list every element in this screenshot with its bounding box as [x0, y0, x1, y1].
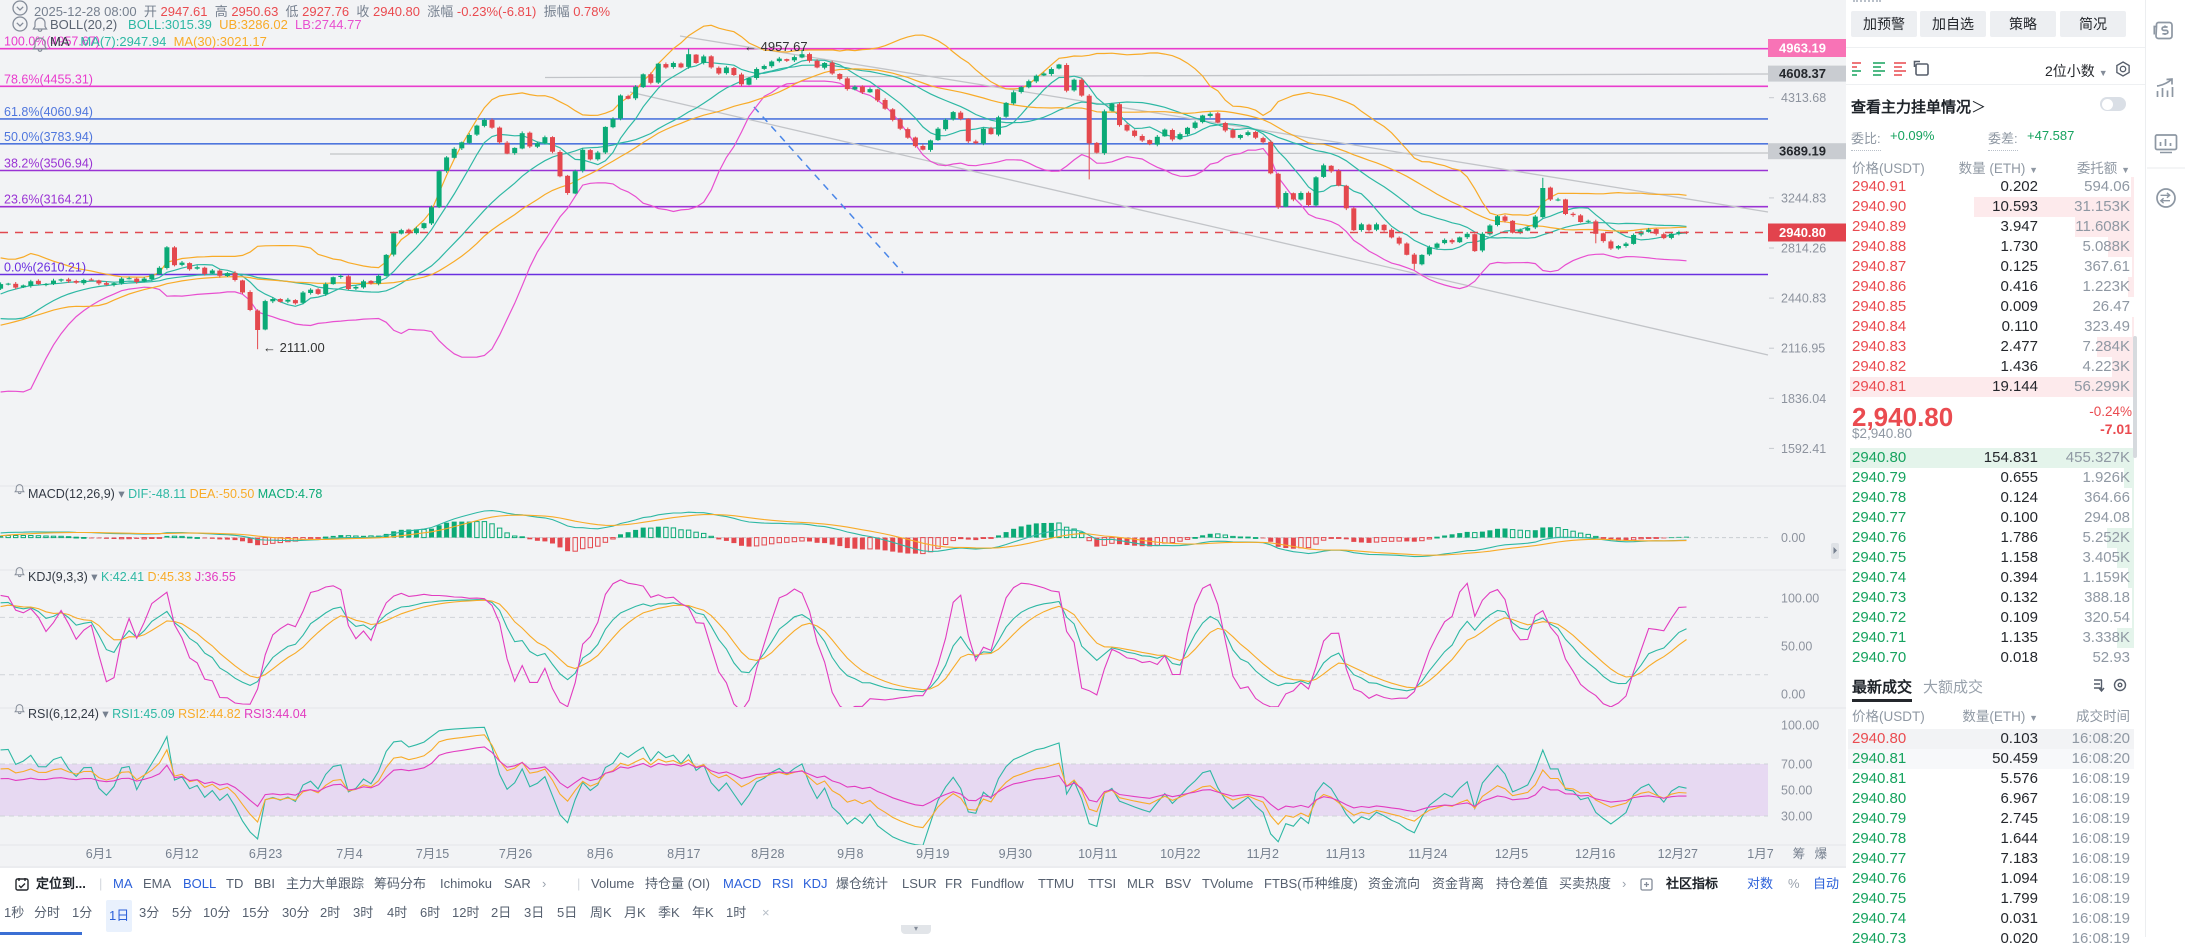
svg-text:4313.68: 4313.68: [1781, 91, 1826, 105]
svg-text:← 2111.00: ← 2111.00: [263, 340, 325, 355]
svg-text:7月15: 7月15: [416, 847, 449, 861]
svg-text:7月26: 7月26: [499, 847, 532, 861]
svg-text:9月8: 9月8: [837, 847, 863, 861]
svg-text:筹: 筹: [1793, 846, 1806, 861]
svg-text:11月2: 11月2: [1247, 847, 1279, 861]
svg-text:2940.80: 2940.80: [1779, 225, 1826, 240]
svg-text:100.00: 100.00: [1781, 592, 1819, 606]
svg-text:8月28: 8月28: [751, 847, 784, 861]
svg-text:10月11: 10月11: [1078, 847, 1117, 861]
svg-text:8月6: 8月6: [587, 847, 613, 861]
svg-text:RSI(6,12,24) ▾ RSI1:45.09 R: RSI(6,12,24) ▾ RSI1:45.09 RSI2:44.82 RSI…: [28, 707, 307, 721]
svg-text:100.0%(4957.67): 100.0%(4957.67): [4, 35, 100, 49]
svg-text:12月5: 12月5: [1495, 847, 1528, 861]
svg-text:100.00: 100.00: [1781, 719, 1819, 733]
svg-text:12月27: 12月27: [1658, 847, 1698, 861]
svg-text:1592.41: 1592.41: [1781, 442, 1826, 456]
svg-text:2814.26: 2814.26: [1781, 242, 1826, 256]
svg-text:6月23: 6月23: [249, 847, 282, 861]
svg-text:78.6%(4455.31): 78.6%(4455.31): [4, 72, 93, 86]
svg-text:11月24: 11月24: [1408, 847, 1447, 861]
svg-text:MACD(12,26,9) ▾ DIF:-48.11: MACD(12,26,9) ▾ DIF:-48.11 DEA:-50.50 MA…: [28, 487, 322, 501]
svg-text:9月30: 9月30: [999, 847, 1032, 861]
svg-text:4963.19: 4963.19: [1779, 41, 1826, 56]
svg-text:30.00: 30.00: [1781, 810, 1812, 824]
svg-text:← 4957.67: ← 4957.67: [744, 39, 808, 54]
svg-text:61.8%(4060.94): 61.8%(4060.94): [4, 105, 93, 119]
svg-text:50.00: 50.00: [1781, 640, 1812, 654]
svg-text:23.6%(3164.21): 23.6%(3164.21): [4, 193, 93, 207]
svg-text:12月16: 12月16: [1575, 847, 1615, 861]
svg-text:9月19: 9月19: [916, 847, 949, 861]
svg-text:3689.19: 3689.19: [1779, 144, 1826, 159]
svg-text:KDJ(9,3,3) ▾ K:42.41 D:45.3: KDJ(9,3,3) ▾ K:42.41 D:45.33 J:36.55: [28, 570, 236, 584]
svg-text:50.00: 50.00: [1781, 784, 1812, 798]
svg-text:6月12: 6月12: [165, 847, 198, 861]
svg-text:38.2%(3506.94): 38.2%(3506.94): [4, 157, 93, 171]
svg-text:爆: 爆: [1815, 847, 1828, 861]
svg-text:1月7: 1月7: [1747, 847, 1773, 861]
svg-text:1836.04: 1836.04: [1781, 392, 1826, 406]
svg-text:70.00: 70.00: [1781, 758, 1812, 772]
svg-text:6月1: 6月1: [86, 847, 112, 861]
svg-text:3244.83: 3244.83: [1781, 191, 1826, 205]
svg-text:8月17: 8月17: [667, 847, 700, 861]
svg-text:0.00: 0.00: [1781, 688, 1805, 702]
svg-text:10月22: 10月22: [1160, 847, 1200, 861]
svg-text:0.0%(2610.21): 0.0%(2610.21): [4, 261, 86, 275]
svg-text:4608.37: 4608.37: [1779, 66, 1826, 81]
svg-text:11月13: 11月13: [1326, 847, 1365, 861]
svg-text:0.00: 0.00: [1781, 531, 1805, 545]
svg-text:2116.95: 2116.95: [1781, 342, 1825, 356]
svg-text:7月4: 7月4: [336, 847, 362, 861]
svg-text:2440.83: 2440.83: [1781, 292, 1826, 306]
svg-text:50.0%(3783.94): 50.0%(3783.94): [4, 130, 93, 144]
